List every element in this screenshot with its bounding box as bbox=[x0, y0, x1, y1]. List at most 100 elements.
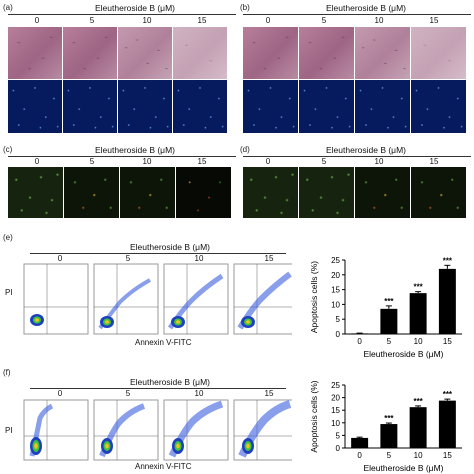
panel-b-title: Eleutheroside B (μM) bbox=[325, 3, 406, 13]
panel-c-fluorescence-image-5 bbox=[64, 167, 119, 218]
panel-f-y-axis-label: PI bbox=[5, 426, 13, 435]
panel-c-dose-5: 5 bbox=[89, 157, 95, 166]
panel-e-chart-x-tick-label: 5 bbox=[387, 337, 392, 346]
panel-c-fluorescence-image-15 bbox=[176, 167, 231, 218]
panel-a-hoechst-image-0 bbox=[8, 80, 62, 133]
panel-e-chart-x-tick-label: 0 bbox=[357, 337, 362, 346]
panel-f-flow-plot-10 bbox=[163, 399, 229, 461]
panel-e-flow-cytometry-plots bbox=[23, 263, 292, 335]
panel-f-chart-significance-label: *** bbox=[413, 397, 423, 406]
panel-f-chart-y-tick-label: 10 bbox=[331, 419, 340, 428]
panel-f-chart-y-axis-label: Apoptosis cells (%) bbox=[309, 380, 319, 452]
panel-e-chart-significance-label: *** bbox=[443, 256, 453, 265]
panel-b-dose-10: 10 bbox=[374, 16, 384, 25]
panel-e-chart-bar bbox=[351, 333, 369, 335]
panel-e-chart-x-tick-label: 15 bbox=[443, 337, 452, 346]
panel-d-title: Eleutheroside B (μM) bbox=[325, 145, 406, 155]
panel-d-dose-0: 0 bbox=[265, 157, 271, 166]
panel-label-a: (a) bbox=[3, 3, 13, 12]
panel-f-chart-bar bbox=[380, 424, 398, 448]
panel-e-chart-bar bbox=[409, 293, 427, 334]
panel-label-c: (c) bbox=[3, 145, 13, 154]
panel-c-title: Eleutheroside B (μM) bbox=[94, 145, 175, 155]
panel-d-fluorescence-image-5 bbox=[299, 167, 354, 218]
panel-f-chart-x-tick-label: 0 bbox=[357, 451, 362, 460]
panel-d-title-line bbox=[243, 156, 471, 157]
panel-f-x-axis-label: Annexin V-FITC bbox=[135, 462, 192, 471]
panel-f-chart-y-tick-label: 20 bbox=[331, 394, 340, 403]
panel-f-chart-significance-label: *** bbox=[443, 390, 453, 399]
panel-a-dose-5: 5 bbox=[89, 16, 95, 25]
panel-a-dose-15: 15 bbox=[197, 16, 207, 25]
panel-f-flow-cytometry-plots bbox=[23, 399, 292, 461]
panel-e-chart-x-tick-label: 10 bbox=[414, 337, 423, 346]
panel-e-chart-significance-label: *** bbox=[384, 297, 394, 306]
panel-a-he-image-15 bbox=[173, 27, 227, 79]
panel-f-flow-plot-0 bbox=[23, 399, 89, 461]
panel-f-chart-x-tick-label: 10 bbox=[414, 451, 423, 460]
panel-c-fluorescence-image-0 bbox=[8, 167, 63, 218]
panel-c-dose-0: 0 bbox=[34, 157, 40, 166]
panel-e-title: Eleutheroside B (μM) bbox=[129, 242, 210, 252]
panel-e-x-axis-label: Annexin V-FITC bbox=[135, 338, 192, 347]
panel-f-flow-plot-15 bbox=[233, 399, 292, 461]
panel-c-title-line bbox=[8, 156, 236, 157]
panel-b-he-image-10 bbox=[355, 27, 410, 79]
panel-e-chart-y-tick-label: 15 bbox=[331, 286, 340, 295]
panel-e-dose-10: 10 bbox=[194, 254, 204, 263]
panel-f-dose-15: 15 bbox=[264, 389, 274, 398]
panel-label-d: (d) bbox=[240, 145, 250, 154]
panel-d-dose-15: 15 bbox=[429, 157, 439, 166]
panel-f-chart-y-tick-label: 5 bbox=[336, 431, 341, 440]
panel-e-flow-plot-0 bbox=[23, 263, 89, 335]
panel-b-title-line bbox=[243, 14, 471, 15]
panel-d-dose-5: 5 bbox=[321, 157, 327, 166]
panel-b-he-image-15 bbox=[411, 27, 466, 79]
panel-a-he-image-10 bbox=[118, 27, 172, 79]
panel-f-dose-5: 5 bbox=[125, 389, 131, 398]
panel-e-flow-plot-5 bbox=[93, 263, 159, 335]
panel-e-chart-y-tick-label: 0 bbox=[336, 330, 341, 339]
panel-label-e: (e) bbox=[3, 233, 13, 242]
panel-f-chart-bar bbox=[351, 437, 369, 448]
panel-b-hoechst-image-0 bbox=[243, 80, 298, 133]
panel-f-dose-10: 10 bbox=[194, 389, 204, 398]
panel-e-dose-0: 0 bbox=[57, 254, 63, 263]
panel-b-dose-15: 15 bbox=[429, 16, 439, 25]
panel-d-fluorescence-image-15 bbox=[411, 167, 466, 218]
panel-f-title-line bbox=[30, 388, 286, 389]
panel-b-hoechst-image-15 bbox=[411, 80, 466, 133]
panel-e-chart-y-tick-label: 25 bbox=[331, 256, 340, 265]
panel-a-hoechst-image-5 bbox=[63, 80, 117, 133]
panel-a-title: Eleutheroside B (μM) bbox=[94, 3, 175, 13]
panel-c-dose-10: 10 bbox=[142, 157, 152, 166]
panel-f-chart-x-tick-label: 15 bbox=[443, 451, 452, 460]
panel-b-hoechst-image-5 bbox=[299, 80, 354, 133]
panel-c-fluorescence-image-10 bbox=[120, 167, 175, 218]
panel-e-chart-y-axis-label: Apoptosis cells (%) bbox=[309, 261, 319, 333]
panel-label-b: (b) bbox=[240, 3, 250, 12]
panel-e-chart-significance-label: *** bbox=[413, 283, 423, 292]
panel-f-title: Eleutheroside B (μM) bbox=[129, 377, 210, 387]
panel-e-dose-15: 15 bbox=[264, 254, 274, 263]
panel-f-flow-plot-5 bbox=[93, 399, 159, 461]
panel-a-dose-0: 0 bbox=[34, 16, 40, 25]
panel-b-hoechst-image-10 bbox=[355, 80, 410, 133]
panel-f-chart-y-tick-label: 0 bbox=[336, 444, 341, 453]
panel-a-hoechst-image-15 bbox=[173, 80, 227, 133]
panel-e-title-line bbox=[30, 253, 286, 254]
panel-e-chart-bar bbox=[438, 268, 456, 334]
panel-e-flow-plot-10 bbox=[163, 263, 229, 335]
panel-f-chart-y-tick-label: 25 bbox=[331, 381, 340, 390]
panel-f-chart-bar bbox=[409, 407, 427, 448]
panel-e-chart-y-tick-label: 20 bbox=[331, 271, 340, 280]
panel-e-y-axis-label: PI bbox=[5, 288, 13, 297]
panel-d-dose-10: 10 bbox=[374, 157, 384, 166]
panel-a-he-image-0 bbox=[8, 27, 62, 79]
panel-a-hoechst-image-10 bbox=[118, 80, 172, 133]
panel-e-chart-x-axis-label: Eleutheroside B (μM) bbox=[363, 349, 443, 359]
panel-a-dose-10: 10 bbox=[142, 16, 152, 25]
panel-a-he-image-5 bbox=[63, 27, 117, 79]
